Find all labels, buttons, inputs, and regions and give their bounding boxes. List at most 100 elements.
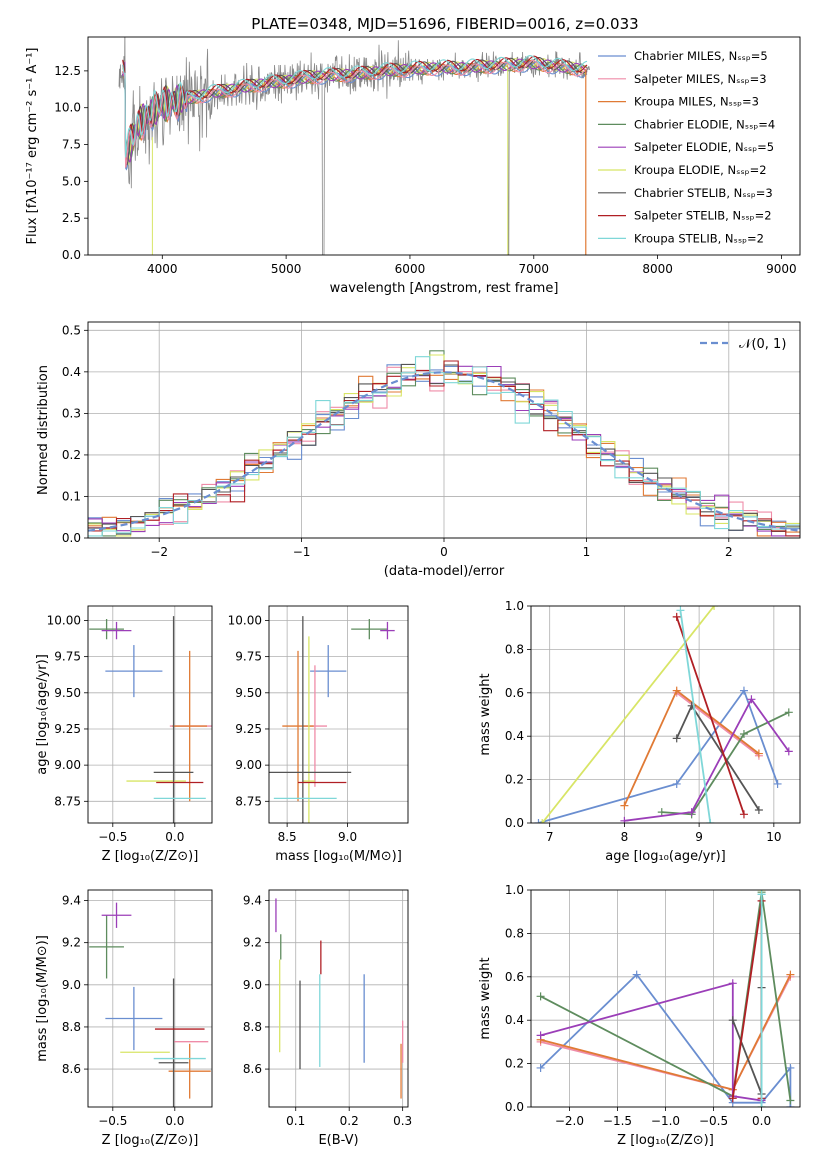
y-tick-label: 10.0 bbox=[54, 101, 81, 115]
y-axis-label: mass [log₁₀(M/M⊙)] bbox=[35, 935, 50, 1062]
y-tick-label: 9.25 bbox=[235, 722, 262, 736]
observed-spectrum-line bbox=[118, 37, 590, 255]
mass-weight-marker bbox=[672, 612, 681, 621]
x-tick-label: 0.2 bbox=[340, 1114, 359, 1128]
y-tick-label: 0.8 bbox=[505, 642, 524, 656]
axes-mass-vs-ebv: 0.1 0.2 0.3 8.6 8.8 9.0 9.2 9.4 E(B-V) bbox=[243, 889, 412, 1148]
errorbar-point bbox=[172, 650, 208, 802]
y-axis-label: mass weight bbox=[478, 957, 493, 1039]
y-tick-label: 1.0 bbox=[505, 599, 524, 613]
legend-label: Kroupa MILES, Nₛₛₚ=3 bbox=[634, 95, 759, 109]
y-tick-label: 9.50 bbox=[54, 686, 81, 700]
errorbar-point bbox=[101, 621, 132, 640]
x-tick-label: 9000 bbox=[766, 262, 797, 276]
mass-weight-marker bbox=[754, 749, 763, 758]
y-axis-label: age [log₁₀(age/yr)] bbox=[35, 654, 50, 775]
x-axis-label: wavelength [Angstrom, rest frame] bbox=[330, 281, 559, 296]
figure-title: PLATE=0348, MJD=51696, FIBERID=0016, z=0… bbox=[251, 15, 638, 33]
y-tick-label: 0.3 bbox=[62, 406, 81, 420]
x-tick-label: 0.1 bbox=[286, 1114, 305, 1128]
x-axis-label: mass [log₁₀(M/M⊙)] bbox=[275, 849, 402, 864]
x-tick-label: −0.5 bbox=[98, 830, 127, 844]
mass-weight-marker bbox=[538, 819, 547, 823]
axes-age-vs-Z: −0.5 0.0 8.75 9.00 9.25 9.50 9.75 10.00 Z [log₁₀… bbox=[35, 605, 213, 864]
x-tick-label: 10 bbox=[766, 830, 781, 844]
axes-spectrum: 4000 5000 6000 7000 8000 9000 0.0 2.5 5.0 7.5 10.0… bbox=[25, 36, 801, 296]
y-axis-label: mass weight bbox=[478, 673, 493, 755]
y-tick-label: 0.4 bbox=[505, 1013, 524, 1027]
mass-weight-marker bbox=[710, 606, 719, 610]
mass-weight-series bbox=[540, 982, 762, 1102]
y-tick-label: 7.5 bbox=[62, 138, 81, 152]
spectrum-legend: Chabrier MILES, Nₛₛₚ=5 Salpeter MILES, Nₛ… bbox=[598, 49, 775, 245]
y-tick-label: 0.1 bbox=[62, 489, 81, 503]
y-tick-label: 10.00 bbox=[228, 613, 262, 627]
x-axis-label: Z [log₁₀(Z/Z⊙)] bbox=[102, 1133, 199, 1148]
x-axis-label: Z [log₁₀(Z/Z⊙)] bbox=[617, 1133, 714, 1148]
errorbar-point bbox=[153, 616, 194, 823]
axes-frame bbox=[87, 605, 213, 824]
y-tick-label: 9.75 bbox=[235, 650, 262, 664]
x-tick-label: 0.0 bbox=[165, 1114, 184, 1128]
mass-weight-marker bbox=[739, 810, 748, 819]
mass-weight-marker bbox=[747, 695, 756, 704]
errorbar-point bbox=[105, 645, 163, 698]
y-tick-label: 8.6 bbox=[243, 1062, 262, 1076]
mass-weight-series bbox=[675, 616, 745, 815]
y-tick-label: 0.0 bbox=[505, 816, 524, 830]
y-tick-label: 9.75 bbox=[54, 650, 81, 664]
axes-frame bbox=[530, 605, 801, 824]
axes-weight-vs-age: 7 8 9 10 0.0 0.2 0.4 0.6 0.8 1.0 age [log₁₀(age/yr… bbox=[478, 599, 801, 864]
y-tick-label: 9.2 bbox=[62, 936, 81, 950]
x-tick-label: 7 bbox=[546, 830, 554, 844]
errorbar-point bbox=[158, 978, 189, 1107]
y-tick-label: 0.4 bbox=[62, 365, 81, 379]
x-tick-label: −0.5 bbox=[98, 1114, 127, 1128]
legend-label: Kroupa ELODIE, Nₛₛₚ=2 bbox=[634, 163, 767, 177]
mass-weight-marker bbox=[672, 779, 681, 788]
x-tick-label: −1.5 bbox=[603, 1114, 632, 1128]
mass-weight-marker bbox=[536, 1063, 545, 1072]
y-tick-label: 0.2 bbox=[505, 773, 524, 787]
x-tick-label: 9.0 bbox=[338, 830, 357, 844]
y-tick-label: 0.4 bbox=[505, 729, 524, 743]
legend-label: Chabrier STELIB, Nₛₛₚ=3 bbox=[634, 186, 773, 200]
y-tick-label: 12.5 bbox=[54, 64, 81, 78]
x-tick-label: −2 bbox=[150, 545, 168, 559]
y-tick-label: 0.0 bbox=[505, 1100, 524, 1114]
mass-weight-marker bbox=[786, 1063, 795, 1072]
y-tick-label: 2.5 bbox=[62, 211, 81, 225]
x-tick-label: 8 bbox=[621, 830, 629, 844]
errorbar-point bbox=[168, 1043, 211, 1099]
axes-frame bbox=[268, 889, 409, 1108]
mass-weight-series bbox=[538, 688, 779, 823]
mass-weight-marker bbox=[676, 606, 685, 615]
model-spectrum-line bbox=[122, 55, 588, 158]
mass-weight-marker bbox=[757, 890, 766, 899]
mass-weight-marker bbox=[786, 970, 795, 979]
x-tick-label: 8000 bbox=[642, 262, 673, 276]
x-tick-label: 2 bbox=[725, 545, 733, 559]
mass-weight-marker bbox=[632, 970, 641, 979]
y-axis-label: Flux [fλ10⁻¹⁷ erg cm⁻² s⁻¹ A⁻¹] bbox=[25, 48, 40, 245]
errorbar-point bbox=[310, 645, 347, 698]
y-tick-label: 9.00 bbox=[54, 758, 81, 772]
y-tick-label: 9.2 bbox=[243, 936, 262, 950]
x-tick-label: −2.0 bbox=[555, 1114, 584, 1128]
y-tick-label: 10.00 bbox=[47, 613, 81, 627]
mass-weight-marker bbox=[536, 1031, 545, 1040]
errorbar-point bbox=[302, 636, 315, 823]
errorbar-point bbox=[101, 902, 132, 928]
legend-label: 𝒩(0, 1) bbox=[739, 337, 786, 352]
y-tick-label: 8.8 bbox=[243, 1020, 262, 1034]
axes-age-vs-mass: 8.5 9.0 8.75 9.00 9.25 9.50 9.75 10.00 mass [log… bbox=[228, 605, 409, 864]
x-tick-label: 0.0 bbox=[165, 830, 184, 844]
residual-histogram-series bbox=[88, 356, 800, 537]
y-tick-label: 9.00 bbox=[235, 758, 262, 772]
mass-weight-marker bbox=[728, 979, 737, 988]
mass-weight-marker bbox=[620, 801, 629, 810]
mass-weight-series bbox=[676, 692, 760, 757]
errorbar-point bbox=[269, 616, 352, 823]
mass-weight-marker bbox=[534, 819, 543, 823]
x-axis-label: age [log₁₀(age/yr)] bbox=[605, 849, 726, 864]
